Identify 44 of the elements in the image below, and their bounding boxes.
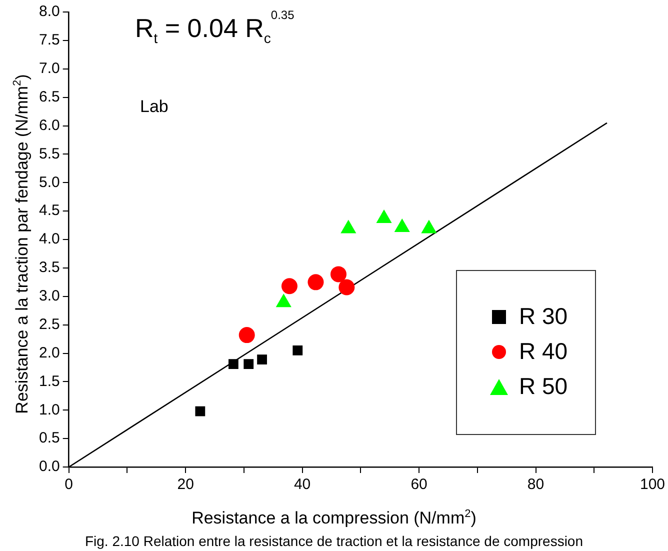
- y-tick-label: 5.0: [38, 174, 60, 191]
- y-tick-label: 2.0: [38, 344, 60, 362]
- legend-label: R 50: [519, 373, 568, 400]
- point: [276, 294, 292, 308]
- point: [244, 359, 254, 370]
- y-tick-label: 3.0: [38, 288, 60, 305]
- x-tick-label: 20: [177, 476, 194, 494]
- annotation: Lab: [140, 97, 168, 117]
- y-tick-label: 1.5: [38, 372, 60, 390]
- point: [338, 279, 355, 296]
- x-tick-label: 80: [527, 476, 544, 494]
- y-tick-label: 6.0: [38, 116, 60, 134]
- y-tick-label: 7.0: [38, 60, 60, 78]
- point: [394, 218, 410, 232]
- legend-label: R 30: [519, 303, 568, 330]
- point: [292, 345, 303, 356]
- legend-label: R 40: [519, 338, 568, 365]
- point: [376, 209, 392, 223]
- point: [308, 274, 324, 290]
- y-tick-label: 2.5: [38, 316, 60, 333]
- x-tick-label: 40: [294, 476, 311, 494]
- point: [330, 266, 346, 282]
- x-axis-title: Resistance a la compression (N/mm$^{2}$): [190, 508, 478, 529]
- y-tick-label: 4.5: [38, 202, 60, 220]
- x-tick-label: 0: [64, 476, 74, 494]
- y-tick-label: 0.0: [38, 458, 60, 476]
- y-tick-label: 8.0: [38, 3, 60, 20]
- y-tick-label: 1.0: [38, 401, 60, 418]
- y-tick-label: 6.5: [38, 88, 60, 106]
- y-tick-label: 0.5: [38, 430, 60, 447]
- y-tick-label: 5.5: [38, 145, 60, 162]
- y-tick-label: 4.0: [38, 230, 60, 248]
- point: [281, 278, 298, 294]
- y-tick-label: 7.5: [38, 32, 60, 49]
- point: [257, 354, 267, 364]
- x-tick-label: 60: [410, 476, 428, 494]
- point: [228, 359, 238, 370]
- point: [421, 220, 437, 234]
- y-tick-label: 3.5: [38, 259, 60, 276]
- point: [195, 406, 206, 416]
- point: [238, 327, 255, 344]
- x-tick-label: 100: [640, 476, 665, 494]
- caption: Fig. 2.10 Relation entre la resistance de traction et la resistance de compression: [84, 533, 584, 549]
- point: [340, 220, 356, 234]
